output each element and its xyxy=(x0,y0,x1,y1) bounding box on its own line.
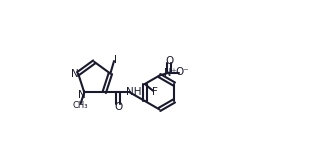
Text: O: O xyxy=(165,56,173,66)
Text: I: I xyxy=(114,55,117,65)
Text: N: N xyxy=(78,90,86,100)
Text: F: F xyxy=(152,87,158,97)
Text: N: N xyxy=(71,69,78,79)
Text: NH: NH xyxy=(126,87,141,97)
Text: N⁺: N⁺ xyxy=(164,68,177,78)
Text: O⁻: O⁻ xyxy=(175,67,189,77)
Text: O: O xyxy=(114,102,122,112)
Text: CH₃: CH₃ xyxy=(72,101,87,110)
